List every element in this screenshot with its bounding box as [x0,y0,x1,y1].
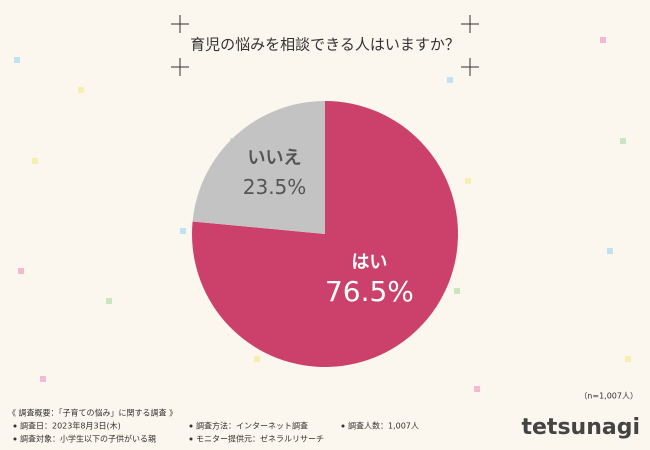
survey-heading: 《 調査概要：「子育ての悩み」に関する調査 》 [8,408,177,418]
chart-title: 育児の悩みを相談できる人はいますか？ [190,36,460,54]
sample-note: （n=1,007人） [579,392,638,401]
slice-category: いいえ [248,148,302,169]
survey-item: 調査人数：1,007人 [348,421,419,431]
survey-item: 調査方法：インターネット調査 [196,421,308,431]
survey-item: 調査対象：小学生以下の子供がいる親 [20,434,156,444]
title-frame [171,15,479,76]
pie-slice [192,101,458,368]
slice-category: はい [351,252,387,273]
slice-value: 23.5% [243,175,307,199]
survey-bullets [13,424,345,441]
slice-value: 76.5% [325,275,414,308]
survey-item: 調査日：2023年8月3日(木) [20,421,121,431]
survey-item: モニター提供元：ゼネラルリサーチ [196,434,324,444]
logo: tetsunagi [521,415,640,440]
pie-slice [192,101,325,234]
